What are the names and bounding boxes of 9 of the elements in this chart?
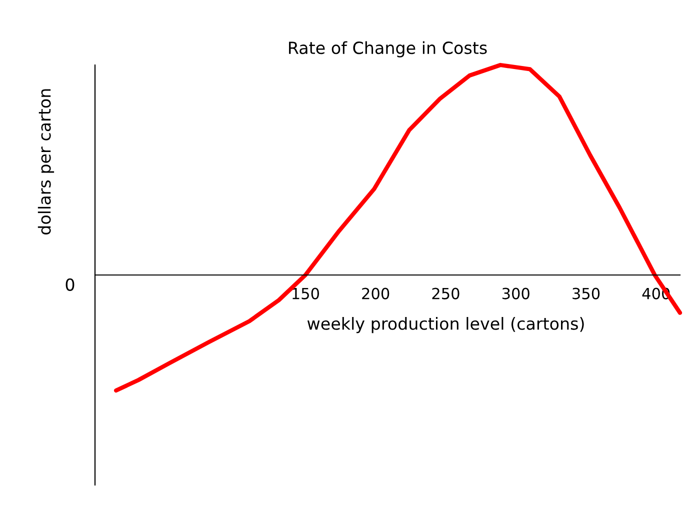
x-tick-label: 350 bbox=[572, 288, 600, 300]
chart-title: Rate of Change in Costs bbox=[289, 41, 487, 58]
x-axis-title: weekly production level (cartons) bbox=[307, 317, 584, 334]
x-tick-label: 150 bbox=[292, 288, 319, 300]
y-axis-title: dollars per carton bbox=[38, 89, 54, 234]
text: 0 bbox=[66, 278, 74, 291]
x-tick-label: 250 bbox=[432, 288, 460, 300]
x-tick-label: 200 bbox=[362, 288, 390, 300]
x-tick-label: 300 bbox=[502, 288, 530, 300]
